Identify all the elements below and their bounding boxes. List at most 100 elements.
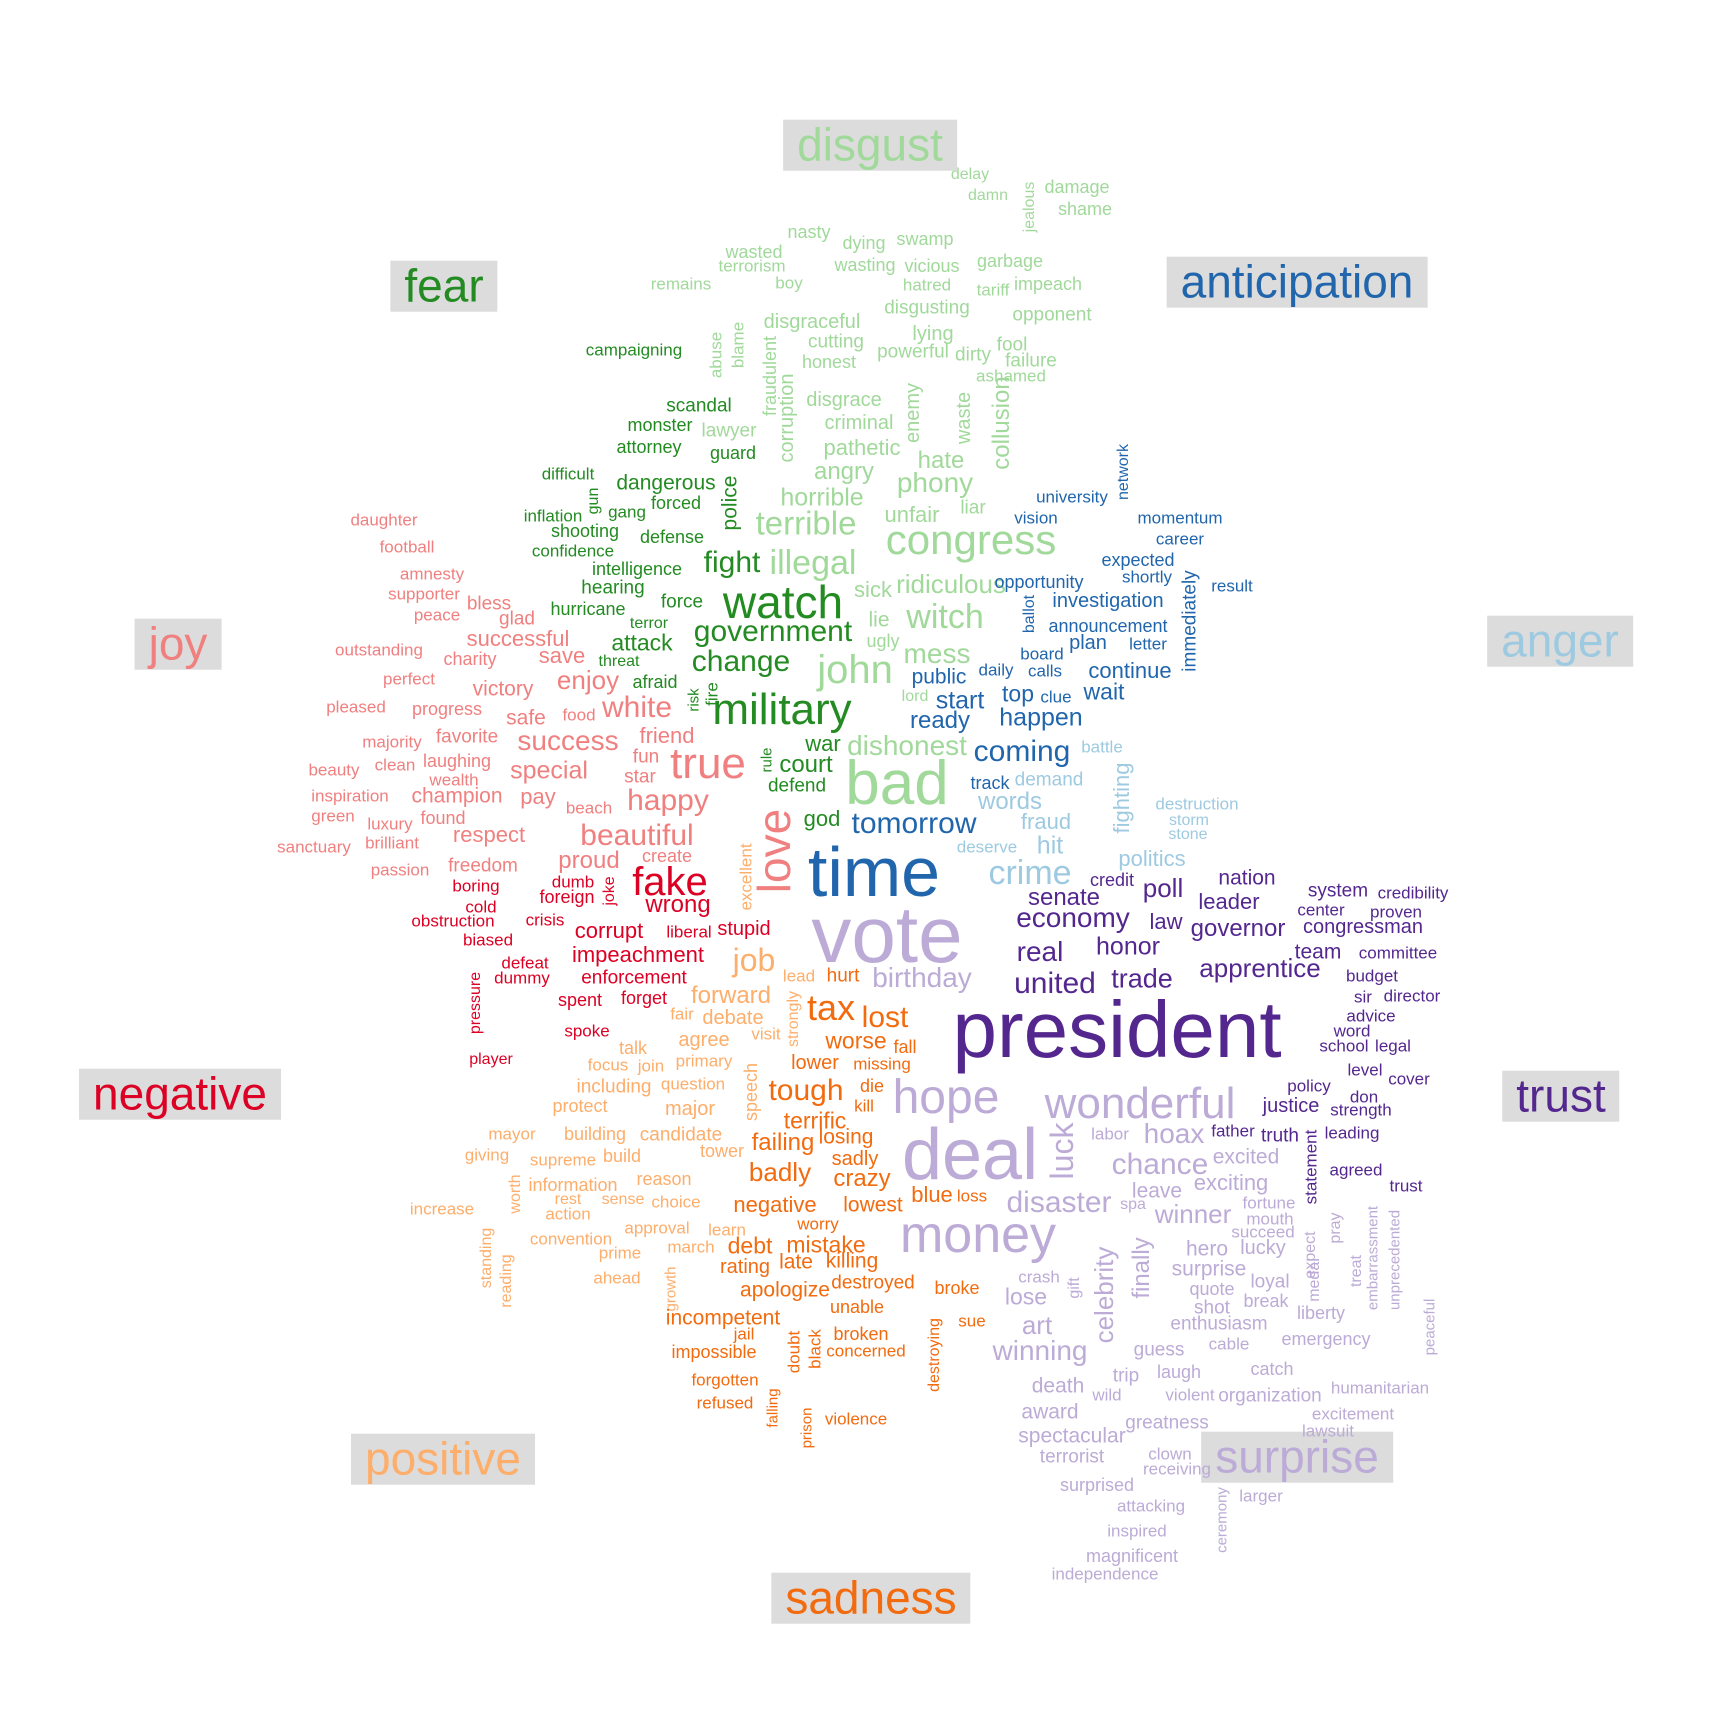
word-fear: military [712,685,852,734]
word-fear: risk [685,688,703,712]
word-joy: star [624,766,656,788]
word-surprise: deal [901,1115,1039,1195]
word-fear: defend [767,775,827,797]
word-fear: confidence [531,541,615,561]
word-trust: statement [1301,1129,1321,1205]
word-joy: amnesty [399,564,465,584]
word-sadness: rating [719,1256,771,1278]
word-joy: daughter [350,510,418,530]
word-negative: boring [452,876,500,896]
word-fear: attack [611,629,673,656]
word-joy: wealth [429,770,479,790]
word-trust: credit [1089,870,1135,890]
word-joy: victory [472,677,534,701]
word-sadness: sadly [831,1148,879,1170]
word-disgust: cutting [808,331,864,353]
word-surprise: winning [992,1335,1088,1366]
word-trust: nation [1218,866,1276,890]
word-trust: father [1211,1121,1255,1141]
word-surprise: fortune [1242,1193,1296,1213]
word-disgust: impeach [1013,274,1083,294]
word-surprise: expect [1302,1231,1319,1279]
word-fear: force [660,591,704,613]
word-negative: forget [620,988,668,1008]
word-positive: reading [498,1254,515,1308]
word-positive: speech [741,1062,761,1122]
word-sadness: losing [818,1125,874,1149]
word-positive: reason [636,1169,692,1189]
word-negative: spent [557,990,603,1010]
word-sadness: crazy [833,1165,891,1192]
word-joy: supporter [388,584,460,604]
word-disgust: disgusting [884,297,970,319]
word-disgust: tariff [976,280,1010,300]
word-fear: scandal [666,395,732,417]
word-trust: trade [1111,963,1173,994]
word-joy: champion [411,784,503,808]
word-positive: primary [675,1051,733,1071]
word-anticipation: track [970,773,1010,793]
word-disgust: swamp [896,229,954,249]
word-trust: sir [1354,987,1372,1007]
word-surprise: spa [1120,1196,1146,1213]
word-joy: favorite [435,726,499,748]
word-disgust: dishonest [847,730,967,761]
word-surprise: cable [1208,1334,1250,1354]
word-surprise: ceremony [1213,1487,1231,1553]
word-negative: crisis [525,910,565,930]
word-trust: real [1016,936,1064,967]
word-disgust: collusion [988,376,1015,470]
word-sadness: destroyed [831,1272,915,1294]
word-fear: court [779,751,833,778]
word-positive: learn [708,1220,746,1240]
word-surprise: larger [1239,1486,1283,1506]
word-sadness: blue [911,1182,953,1207]
word-trust: school [1319,1036,1369,1056]
word-negative: defeat [501,953,549,973]
category-label-sadness: sadness [771,1573,971,1624]
word-trust: justice [1262,1095,1320,1117]
word-joy: create [641,846,693,866]
word-fear: gun [585,487,602,515]
word-negative: dumb [551,872,595,892]
word-anger: stone [1168,826,1208,843]
word-surprise: shot [1194,1297,1230,1319]
word-trust: truth [1260,1125,1300,1147]
word-surprise: clown [1148,1444,1192,1464]
word-anticipation: top [1002,680,1034,707]
category-label-positive: positive [351,1434,535,1485]
word-sadness: badly [748,1157,812,1187]
category-label-trust: trust [1502,1071,1620,1122]
word-anticipation: letter [1129,634,1167,654]
word-positive: build [602,1146,642,1166]
word-fear: fight [703,546,761,579]
word-joy: perfect [383,669,435,689]
word-sadness: falling [764,1388,782,1428]
word-fear: dangerous [616,471,716,495]
word-disgust: ugly [866,631,900,651]
word-positive: candidate [639,1124,723,1146]
word-surprise: finally [1128,1237,1155,1299]
word-anticipation: expected [1101,550,1175,570]
word-disgust: wasted [725,242,783,262]
word-anticipation: coming [973,735,1071,768]
word-trust: don [1349,1087,1379,1107]
word-disgust: waste [953,391,975,445]
word-anticipation: university [1036,487,1108,507]
word-joy: clean [374,755,416,775]
word-disgust: phony [896,467,974,498]
word-surprise: lose [1004,1283,1048,1310]
word-anticipation: public [911,665,967,689]
word-anticipation: immediately [1179,570,1201,672]
word-disgust: delay [950,166,990,183]
word-sadness: hurt [826,965,860,987]
word-positive: including [576,1076,652,1098]
word-anticipation: opportunity [994,572,1084,592]
word-trust: legal [1375,1036,1411,1056]
word-anticipation: ballot [1021,594,1038,634]
word-disgust: damage [1044,177,1110,197]
word-fear: monster [627,415,693,435]
word-negative: obstruction [411,911,495,931]
word-fear: police [718,475,742,531]
word-joy: freedom [448,855,518,877]
